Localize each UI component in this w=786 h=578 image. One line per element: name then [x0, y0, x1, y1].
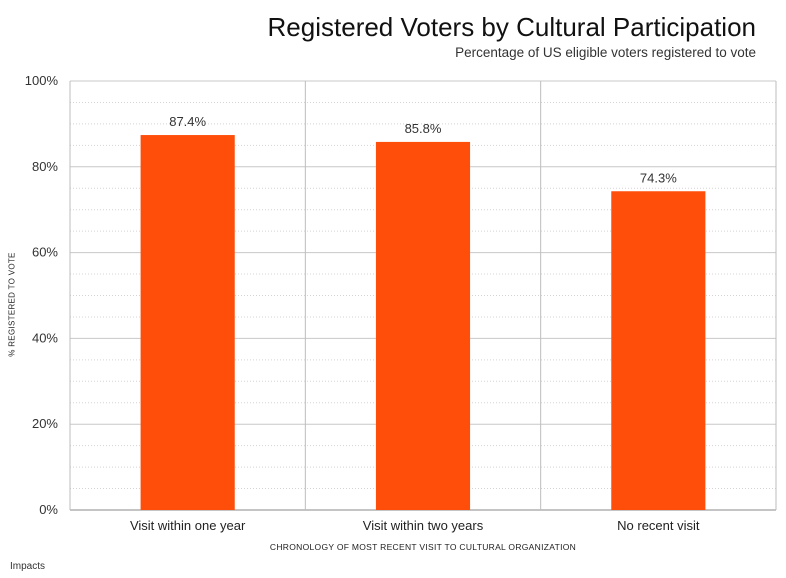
- chart-subtitle: Percentage of US eligible voters registe…: [455, 45, 756, 60]
- y-tick-label: 20%: [32, 416, 58, 431]
- x-axis-label: CHRONOLOGY OF MOST RECENT VISIT TO CULTU…: [269, 542, 577, 552]
- brand-logo: Impacts: [10, 561, 46, 572]
- bar: [375, 141, 471, 510]
- chart-title: Registered Voters by Cultural Participat…: [267, 12, 756, 42]
- data-label: 85.8%: [405, 121, 442, 136]
- x-tick-label: Visit within two years: [363, 518, 484, 533]
- bar: [140, 135, 235, 510]
- y-tick-label: 60%: [32, 245, 58, 260]
- y-tick-label: 40%: [32, 330, 58, 345]
- data-label: 87.4%: [169, 114, 206, 129]
- y-tick-label: 100%: [25, 73, 59, 88]
- y-tick-label: 0%: [39, 502, 58, 517]
- y-tick-label: 80%: [32, 159, 58, 174]
- x-tick-label: No recent visit: [617, 518, 700, 533]
- data-label: 74.3%: [640, 170, 677, 185]
- bar: [611, 191, 706, 511]
- x-tick-label: Visit within one year: [130, 518, 246, 533]
